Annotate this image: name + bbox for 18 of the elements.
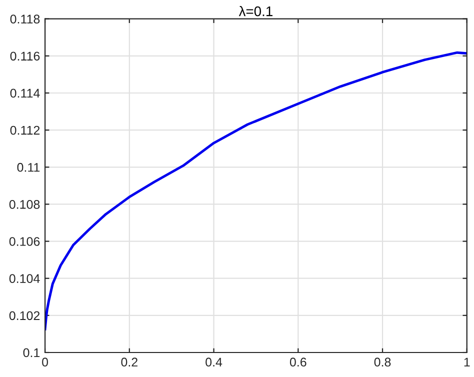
y-tick-label: 0.1	[23, 348, 40, 358]
y-tick-label: 0.114	[10, 88, 40, 98]
x-tick-label: 0.2	[121, 358, 138, 367]
x-tick-label: 0.6	[290, 358, 306, 367]
y-tick-label: 0.108	[9, 200, 40, 209]
x-tick-label: 0	[42, 358, 48, 367]
y-tick-label: 0.112	[10, 126, 40, 135]
x-tick-label: 0.8	[374, 358, 391, 367]
y-tick-label: 0.11	[17, 162, 40, 172]
y-tick-label: 0.118	[10, 14, 40, 24]
chart-title: λ=0.1	[238, 6, 272, 16]
y-tick-label: 0.106	[9, 237, 40, 246]
y-tick-label: 0.104	[9, 274, 40, 284]
x-tick-label: 0.4	[206, 358, 222, 367]
y-tick-label: 0.116	[10, 52, 40, 61]
y-tick-label: 0.102	[9, 311, 40, 320]
x-tick-label: 1	[464, 358, 470, 366]
line-series	[45, 51, 467, 330]
